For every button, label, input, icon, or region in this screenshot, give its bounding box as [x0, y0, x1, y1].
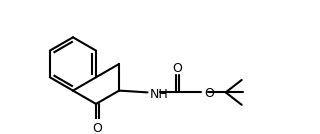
Text: O: O: [204, 87, 214, 100]
Text: O: O: [92, 122, 102, 134]
Text: O: O: [172, 62, 182, 75]
Text: NH: NH: [150, 88, 169, 101]
